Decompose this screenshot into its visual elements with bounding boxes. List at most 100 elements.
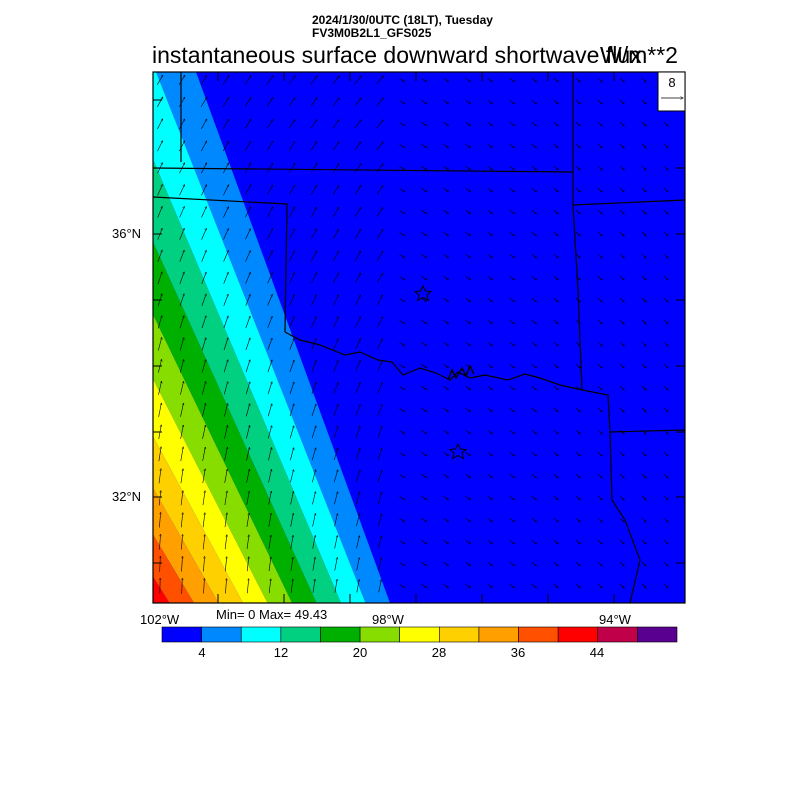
wind-vector-arrow — [311, 448, 316, 461]
wind-vector-arrow — [443, 518, 448, 521]
wind-vector-arrow — [465, 122, 470, 125]
wind-vector-arrow — [245, 250, 251, 262]
wind-vector-arrow — [641, 517, 646, 522]
wind-vector-arrow — [531, 473, 537, 478]
wind-vector-arrow — [288, 119, 295, 129]
wind-vector-arrow — [663, 517, 668, 522]
wind-vector-arrow — [180, 491, 183, 506]
wind-vector-arrow — [376, 207, 383, 217]
contour-band — [0, 72, 121, 603]
wind-vector-arrow — [267, 294, 273, 306]
wind-vector-arrow — [421, 254, 426, 257]
wind-vector-arrow — [531, 165, 537, 170]
wind-vector-arrow — [509, 518, 515, 521]
wind-vector-arrow — [376, 76, 384, 85]
wind-vector-arrow — [267, 360, 272, 373]
wind-vector-arrow — [597, 209, 603, 214]
wind-vector-arrow — [179, 185, 185, 196]
wind-vector-arrow — [421, 474, 426, 477]
wind-vector-arrow — [421, 452, 426, 455]
wind-vector-arrow — [378, 536, 381, 549]
wind-vector-arrow — [399, 452, 404, 455]
wind-vector-arrow — [663, 209, 668, 214]
wind-vector-arrow — [421, 210, 426, 213]
wind-vector-arrow — [663, 473, 668, 478]
wind-vector-arrow — [332, 76, 339, 85]
reference-vector-magnitude: 8 — [668, 75, 675, 90]
wind-vector-arrow — [641, 253, 646, 258]
wind-vector-arrow — [180, 425, 184, 439]
wind-vector-arrow — [201, 360, 206, 373]
wind-vector-arrow — [268, 579, 271, 594]
wind-vector-arrow — [619, 385, 625, 390]
wind-vector-arrow — [310, 185, 317, 195]
wind-vector-arrow — [181, 534, 182, 550]
wind-vector-arrow — [465, 584, 470, 587]
wind-vector-arrow — [531, 121, 537, 126]
wind-vector-arrow — [531, 451, 537, 456]
wind-vector-arrow — [487, 496, 493, 499]
contour-band — [156, 72, 390, 603]
wind-vector-arrow — [157, 141, 162, 152]
wind-vector-arrow — [267, 404, 272, 417]
contour-band — [0, 72, 145, 603]
wind-vector-arrow — [443, 452, 448, 455]
wind-vector-arrow — [619, 99, 625, 104]
colorbar-swatch — [637, 626, 678, 643]
wind-vector-arrow — [157, 97, 162, 108]
wind-vector-arrow — [333, 295, 338, 306]
wind-vector-arrow — [553, 99, 559, 104]
wind-vector-arrow — [157, 184, 163, 196]
wind-vector-arrow — [509, 364, 515, 367]
wind-vector-arrow — [268, 491, 272, 505]
wind-vector-arrow — [421, 78, 426, 81]
wind-vector-arrow — [244, 97, 251, 107]
wind-vector-arrow — [663, 341, 668, 346]
wind-vector-arrow — [201, 316, 206, 329]
colorbar-swatch — [201, 626, 242, 643]
wind-vector-arrow — [377, 273, 382, 284]
wind-vector-arrow — [663, 451, 668, 456]
wind-vector-arrow — [443, 166, 448, 169]
wind-vector-arrow — [553, 209, 559, 214]
wind-vector-arrow — [553, 275, 559, 280]
wind-vector-arrow — [619, 231, 625, 236]
wind-vector-arrow — [355, 382, 360, 394]
wind-vector-arrow — [180, 513, 183, 528]
wind-vector-arrow — [663, 275, 668, 280]
wind-vector-arrow — [531, 253, 537, 258]
wind-vector-arrow — [179, 316, 184, 329]
wind-vector-arrow — [531, 209, 537, 214]
wind-vector-arrow — [487, 254, 493, 257]
axis-ticks — [153, 72, 685, 603]
wind-vector-arrow — [311, 295, 317, 306]
wind-vector-arrow — [575, 341, 581, 346]
wind-vector-arrow — [202, 469, 205, 484]
wind-vector-arrow — [619, 495, 625, 500]
wind-vector-arrow — [443, 430, 448, 433]
wind-vector-arrow — [597, 319, 603, 324]
wind-vector-arrow — [509, 100, 515, 103]
wind-vector-arrow — [465, 518, 470, 521]
wind-vector-arrow — [399, 298, 404, 301]
wind-vector-arrow — [443, 210, 448, 213]
wind-vector-arrow — [597, 407, 603, 412]
wind-vector-arrow — [443, 320, 448, 323]
wind-vector-arrow — [267, 382, 272, 395]
wind-vector-arrow — [334, 492, 337, 505]
wind-vector-arrow — [619, 275, 625, 280]
wind-vector-arrow — [509, 320, 515, 323]
border-ok-panhandle — [153, 196, 288, 333]
wind-vector-arrow — [245, 272, 251, 284]
contour-band — [153, 488, 219, 603]
colorbar-swatch — [161, 626, 202, 643]
wind-vector-arrow — [597, 495, 603, 500]
wind-vector-arrow — [421, 496, 426, 499]
wind-vector-arrow — [531, 363, 537, 368]
wind-vector-arrow — [354, 207, 361, 217]
wind-vector-arrow — [553, 429, 559, 434]
wind-vector-arrow — [443, 408, 448, 411]
wind-vector-arrow — [224, 491, 227, 506]
wind-vector-arrow — [223, 338, 228, 351]
wind-vector-arrow — [531, 407, 537, 412]
